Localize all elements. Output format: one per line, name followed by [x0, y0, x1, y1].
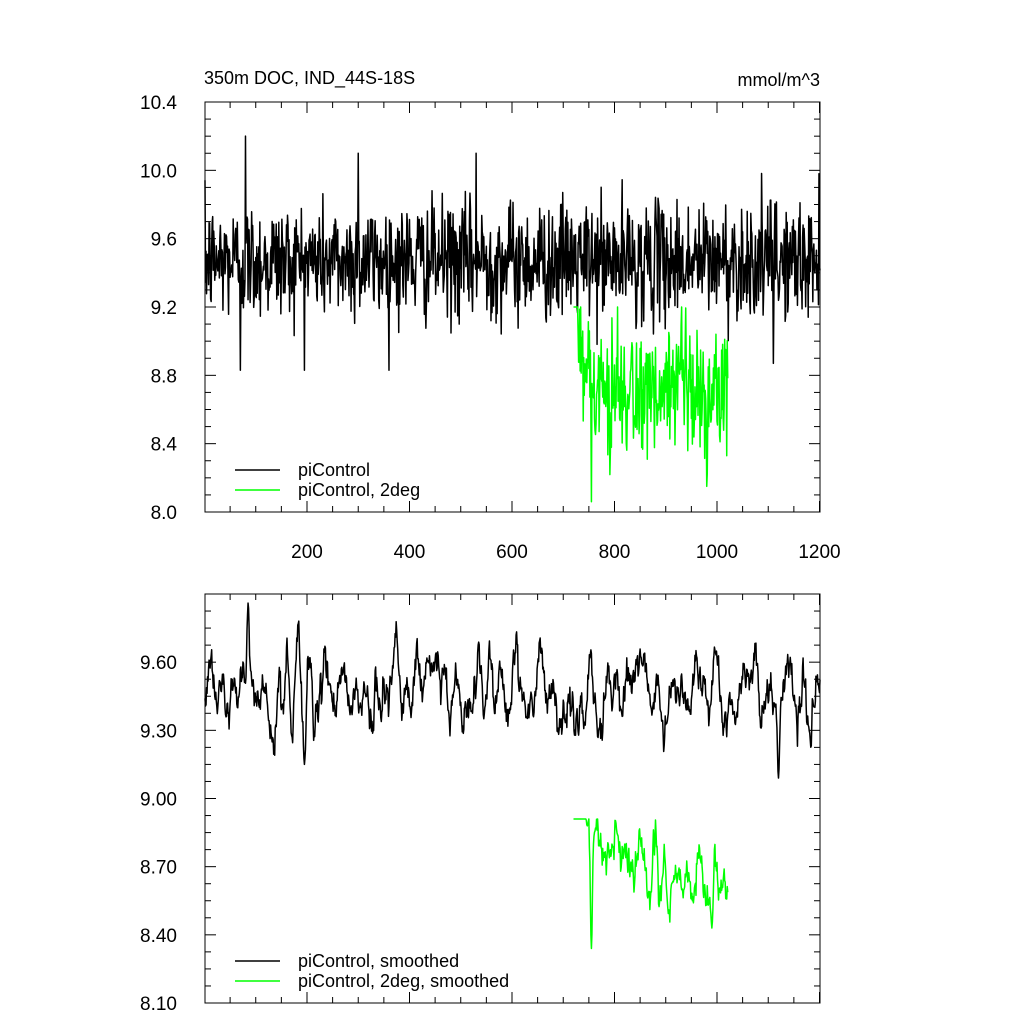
- top-axes: 8.0 8.4 8.8 9.2 9.6 10.0 10.4 200 400 600 800 1000 1…: [140, 93, 841, 563]
- legend-label-picontrol: piControl: [298, 460, 370, 480]
- legend-label-picontrol-smoothed: piControl, smoothed: [298, 951, 459, 971]
- top-series-2deg: [573, 306, 729, 503]
- top-plot-lines: [204, 135, 821, 503]
- top-xtick-label: 400: [394, 542, 426, 563]
- top-series-picontrol: [204, 135, 821, 371]
- top-ytick-label: 9.6: [151, 230, 177, 251]
- bottom-panel: 8.10 8.40 8.70 9.00 9.30 9.60 piControl, smoo…: [140, 593, 821, 1015]
- bottom-plot-lines: [204, 602, 821, 950]
- bottom-ytick-label: 8.10: [140, 994, 177, 1015]
- top-legend: piControl piControl, 2deg: [235, 460, 420, 500]
- top-ytick-label: 8.8: [151, 366, 177, 387]
- bottom-ytick-label: 9.60: [140, 653, 177, 674]
- top-ytick-label: 10.0: [140, 161, 177, 182]
- bottom-legend: piControl, smoothed piControl, 2deg, smo…: [235, 951, 509, 991]
- top-xtick-label: 1000: [696, 542, 738, 563]
- units-label: mmol/m^3: [738, 70, 820, 90]
- top-xtick-label: 800: [599, 542, 631, 563]
- bottom-axes: 8.10 8.40 8.70 9.00 9.30 9.60: [140, 593, 821, 1015]
- top-xtick-label: 1200: [798, 542, 840, 563]
- top-xtick-label: 600: [496, 542, 528, 563]
- bottom-series-picontrol: [204, 602, 821, 779]
- bottom-ytick-label: 9.00: [140, 790, 177, 811]
- bottom-ytick-label: 9.30: [140, 721, 177, 742]
- top-panel: 8.0 8.4 8.8 9.2 9.6 10.0 10.4 200 400 600 800 1000 1…: [140, 93, 841, 563]
- bottom-ytick-label: 8.70: [140, 858, 177, 879]
- top-ytick-label: 8.4: [151, 435, 178, 456]
- top-ytick-label: 9.2: [151, 298, 177, 319]
- top-ytick-label: 10.4: [140, 93, 177, 114]
- bottom-ytick-label: 8.40: [140, 926, 177, 947]
- chart-title: 350m DOC, IND_44S-18S: [204, 68, 415, 89]
- legend-label-2deg-smoothed: piControl, 2deg, smoothed: [298, 971, 509, 991]
- top-ytick-label: 8.0: [151, 503, 177, 524]
- bottom-series-2deg: [573, 818, 729, 950]
- legend-label-2deg: piControl, 2deg: [298, 480, 420, 500]
- top-xtick-label: 200: [291, 542, 323, 563]
